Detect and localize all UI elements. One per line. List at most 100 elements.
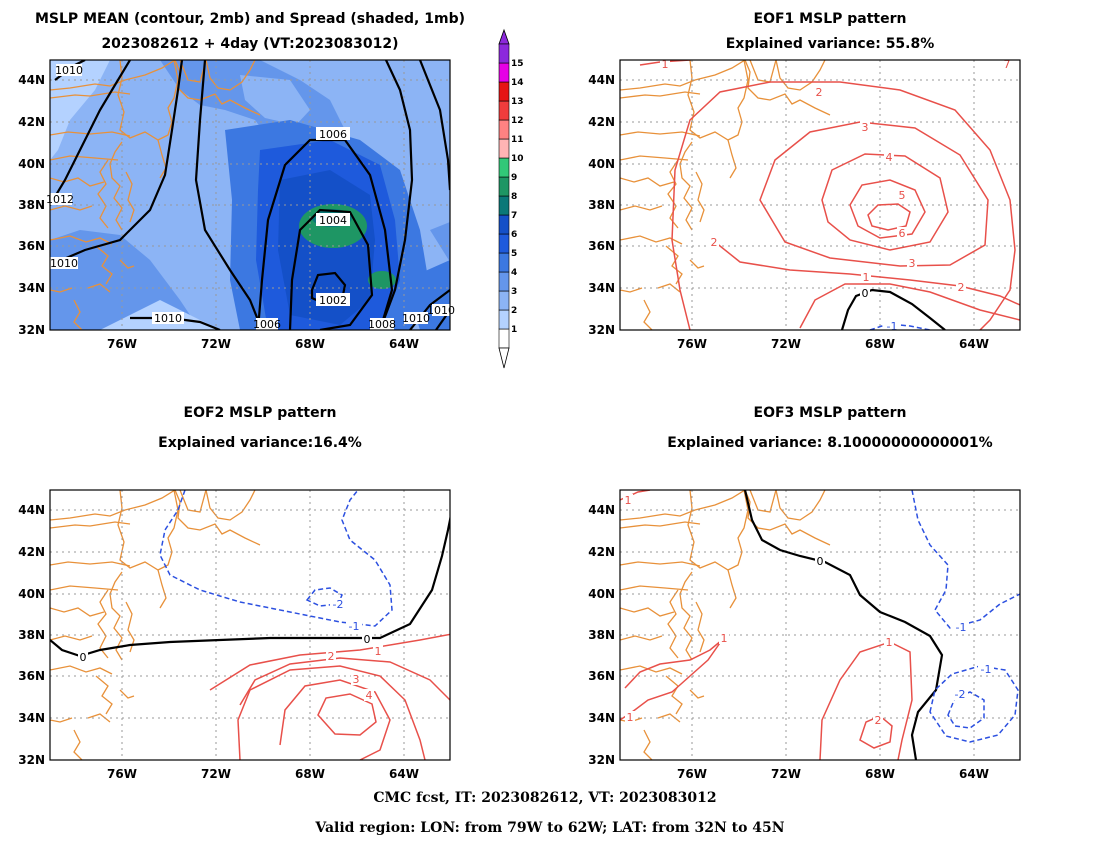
footer-forecast-info: CMC fcst, IT: 2023082612, VT: 2023083012 bbox=[373, 790, 716, 806]
svg-text:-1: -1 bbox=[956, 621, 967, 634]
x-tick-label: 76W bbox=[677, 767, 707, 781]
contour-label: 1010 bbox=[402, 312, 430, 325]
eof3-contour-labels: 1 0 -1 1 -1 -2 1 2 1 bbox=[623, 494, 994, 727]
y-tick-label: 38N bbox=[18, 628, 45, 642]
contour-label: 1 bbox=[861, 271, 871, 284]
contour-label: 1 bbox=[719, 632, 729, 645]
y-tick-label: 40N bbox=[18, 157, 45, 171]
y-tick-label: 44N bbox=[18, 73, 45, 87]
y-tick-label: 42N bbox=[588, 545, 615, 559]
y-tick-label: 44N bbox=[18, 503, 45, 517]
eof2-negative-contours bbox=[159, 490, 393, 627]
contour-label: 1010 bbox=[427, 304, 455, 317]
svg-text:3: 3 bbox=[353, 673, 360, 686]
panel-mean: MSLP MEAN (contour, 2mb) and Spread (sha… bbox=[35, 11, 465, 331]
svg-text:7: 7 bbox=[1004, 58, 1011, 71]
grid-eof3 bbox=[620, 490, 1020, 760]
svg-text:1: 1 bbox=[625, 494, 632, 507]
x-tick-label: 68W bbox=[865, 767, 895, 781]
colorbar-tick-label: 4 bbox=[511, 268, 517, 278]
eof2-contour-labels: -1 -2 0 0 1 2 3 4 bbox=[78, 598, 383, 702]
colorbar-box bbox=[498, 43, 510, 64]
colorbar-box bbox=[498, 119, 510, 140]
contour-label: 1 bbox=[884, 636, 894, 649]
colorbar-box bbox=[498, 100, 510, 121]
colorbar-tick-label: 8 bbox=[511, 192, 517, 202]
panel-mean-title: MSLP MEAN (contour, 2mb) and Spread (sha… bbox=[35, 11, 465, 27]
x-tick-label: 72W bbox=[771, 767, 801, 781]
svg-text:1010: 1010 bbox=[55, 64, 83, 77]
map-frame bbox=[619, 59, 1021, 331]
contour-label: -1 bbox=[346, 620, 362, 633]
colorbar-bottom-arrow bbox=[498, 347, 510, 369]
y-tick-label: 38N bbox=[588, 198, 615, 212]
svg-text:0: 0 bbox=[80, 651, 87, 664]
svg-text:1006: 1006 bbox=[319, 128, 347, 141]
y-tick-label: 40N bbox=[588, 157, 615, 171]
contour-label: 1006 bbox=[316, 127, 350, 141]
contour-label: 3 bbox=[907, 257, 917, 270]
eof3-negative-contours bbox=[911, 490, 1020, 743]
y-tick-label: 44N bbox=[588, 73, 615, 87]
colorbar-tick-label: 13 bbox=[511, 97, 524, 107]
contour-label: 2 bbox=[326, 650, 336, 663]
contour-label: 0 bbox=[815, 555, 825, 568]
y-tick-label: 36N bbox=[588, 239, 615, 253]
x-tick-label: 68W bbox=[295, 767, 325, 781]
eof1-contour-labels: 1 2 3 4 5 6 3 2 2 1 0 -1 7 bbox=[660, 58, 1012, 330]
colorbar-box bbox=[498, 62, 510, 83]
panel-eof3-subtitle: Explained variance: 8.10000000000001% bbox=[667, 435, 992, 451]
map-frame bbox=[619, 489, 1021, 761]
colorbar-box bbox=[498, 195, 510, 216]
panel-eof1-title: EOF1 MSLP pattern bbox=[754, 11, 907, 27]
spread-shading bbox=[50, 60, 450, 330]
svg-text:0: 0 bbox=[364, 633, 371, 646]
y-tick-label: 42N bbox=[588, 115, 615, 129]
colorbar-tick-label: 14 bbox=[511, 78, 524, 88]
contour-label: -1 bbox=[884, 320, 900, 330]
svg-text:3: 3 bbox=[862, 121, 869, 134]
colorbar-tick-label: 5 bbox=[511, 249, 517, 259]
svg-text:-1: -1 bbox=[981, 663, 992, 676]
y-tick-label: 44N bbox=[588, 503, 615, 517]
svg-text:0: 0 bbox=[817, 555, 824, 568]
contour-label: 2 bbox=[814, 86, 824, 99]
contour-label: 4 bbox=[364, 689, 374, 702]
contour-label: 1006 bbox=[253, 318, 281, 331]
colorbar-box bbox=[498, 157, 510, 178]
colorbar-box bbox=[498, 214, 510, 235]
svg-text:-1: -1 bbox=[349, 620, 360, 633]
colorbar-tick-label: 10 bbox=[511, 154, 524, 164]
contour-label: 1010 bbox=[50, 257, 78, 270]
contour-label: 1010 bbox=[152, 312, 184, 325]
x-tick-label: 76W bbox=[677, 337, 707, 351]
svg-text:6: 6 bbox=[899, 227, 906, 240]
x-tick-label: 72W bbox=[201, 767, 231, 781]
contour-label: 1010 bbox=[55, 64, 83, 77]
svg-text:1010: 1010 bbox=[427, 304, 455, 317]
y-tick-label: 34N bbox=[18, 281, 45, 295]
contour-label: -1 bbox=[978, 663, 994, 676]
contour-label: 3 bbox=[860, 121, 870, 134]
colorbar-boxes bbox=[498, 43, 510, 349]
contour-label: 7 bbox=[1002, 58, 1012, 71]
y-tick-label: 42N bbox=[18, 115, 45, 129]
colorbar-tick-label: 3 bbox=[511, 287, 517, 297]
colorbar-box bbox=[498, 138, 510, 159]
svg-text:2: 2 bbox=[958, 281, 965, 294]
svg-text:1: 1 bbox=[627, 711, 634, 724]
contour-label: 0 bbox=[362, 633, 372, 646]
colorbar-box bbox=[498, 309, 510, 330]
x-tick-label: 72W bbox=[771, 337, 801, 351]
mean-contour-labels: 1010 1012 1010 1010 1006 1004 1002 1008 … bbox=[46, 64, 455, 331]
contour-label: 1 bbox=[623, 494, 633, 507]
contour-label: 1002 bbox=[316, 293, 350, 307]
y-tick-label: 36N bbox=[18, 669, 45, 683]
y-tick-label: 34N bbox=[588, 281, 615, 295]
map-frame bbox=[49, 59, 451, 331]
panel-eof3-title: EOF3 MSLP pattern bbox=[754, 405, 907, 421]
svg-text:1010: 1010 bbox=[154, 312, 182, 325]
svg-text:0: 0 bbox=[862, 287, 869, 300]
